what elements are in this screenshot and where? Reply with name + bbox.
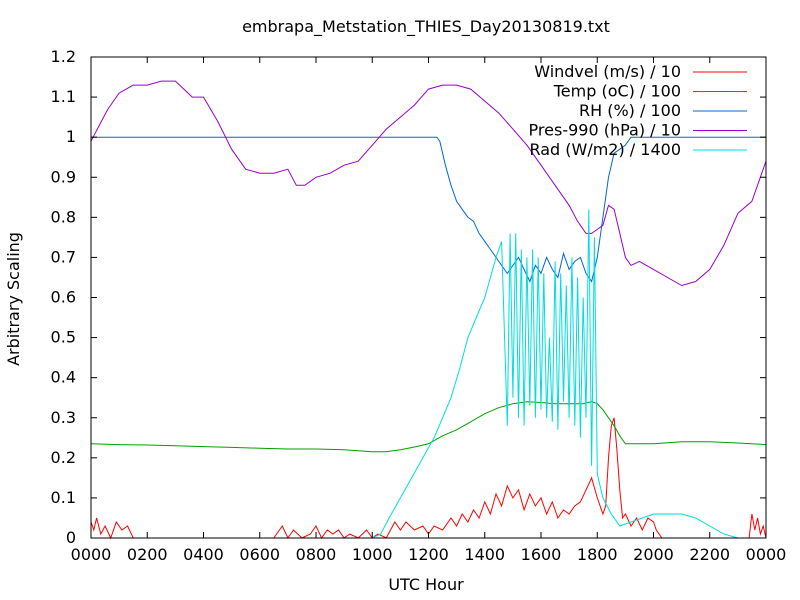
y-tick-label: 0.8: [51, 207, 76, 226]
series-layer: [90, 80, 767, 540]
y-tick-label: 1.2: [51, 47, 76, 66]
y-tick-label: 0.1: [51, 488, 76, 507]
x-tick-label: 0000: [746, 545, 787, 564]
x-tick-label: 1800: [577, 545, 618, 564]
x-tick-label: 1600: [521, 545, 562, 564]
x-tick-label: 0200: [127, 545, 168, 564]
x-tick-label: 0600: [239, 545, 280, 564]
legend-label: Pres-990 (hPa) / 10: [529, 121, 681, 140]
x-tick-label: 2000: [633, 545, 674, 564]
legend-label: Rad (W/m2) / 1400: [529, 140, 681, 159]
x-tick-label: 1200: [408, 545, 449, 564]
x-tick-label: 2200: [689, 545, 730, 564]
y-tick-label: 0.2: [51, 448, 76, 467]
y-tick-label: 0.7: [51, 247, 76, 266]
legend-label: Windvel (m/s) / 10: [534, 62, 681, 81]
legend-label: RH (%) / 100: [579, 101, 681, 120]
x-tick-label: 1000: [352, 545, 393, 564]
y-tick-label: 0.4: [51, 368, 76, 387]
y-tick-label: 1: [66, 127, 76, 146]
y-tick-label: 0.5: [51, 328, 76, 347]
y-axis-label: Arbitrary Scaling: [4, 232, 23, 366]
y-tick-label: 1.1: [51, 87, 76, 106]
x-tick-label: 0800: [296, 545, 337, 564]
x-tick-label: 0000: [71, 545, 112, 564]
series-line-0: [90, 417, 767, 540]
x-tick-label: 0400: [183, 545, 224, 564]
series-line-1: [90, 401, 767, 453]
series-line-4: [91, 209, 766, 539]
y-tick-label: 0.9: [51, 167, 76, 186]
axes-layer: 0000 0200 0400 0600 0800 1000 1200 1400 1600 1800…: [51, 47, 787, 564]
y-tick-label: 0.3: [51, 408, 76, 427]
chart-title: embrapa_Metstation_THIES_Day20130819.txt: [242, 17, 610, 37]
x-axis-label: UTC Hour: [388, 575, 464, 594]
y-tick-label: 0: [66, 528, 76, 547]
legend-label: Temp (oC) / 100: [553, 82, 681, 101]
x-tick-label: 1400: [464, 545, 505, 564]
y-tick-label: 0.6: [51, 288, 76, 307]
series-line-3: [90, 80, 767, 287]
